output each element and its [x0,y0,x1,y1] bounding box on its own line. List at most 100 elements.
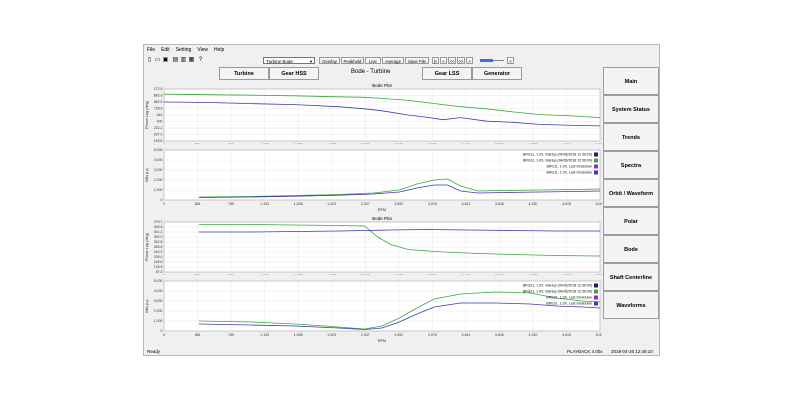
nav-shaft-centerline-button[interactable]: Shaft Centerline [603,263,659,291]
y-tick-label: 283.5 [154,245,163,249]
nav-orbit-waveform-button[interactable]: Orbit / Waveform [603,179,659,207]
tab-gear-hss[interactable]: Gear HSS [269,67,319,80]
x-tick-label: 3,461 [461,143,470,144]
y-tick-label: 2,000 [154,309,163,313]
y-tick-label: 479.7 [154,220,163,224]
nav-bode-button[interactable]: Bode [603,235,659,263]
nav-main-button[interactable]: Main [603,67,659,95]
status-timestamp: 2018-04-26 12:49:10 [611,349,653,354]
nav-polar-button[interactable]: Polar [603,207,659,235]
amplitude-chart-2-svg: 0 384 769 1,153 1,538 1,923 2,307 2,692 3,076 3,4… [145,279,602,343]
x-tick-label: 4,615 [562,143,571,144]
x-tick-label: 2,307 [361,202,370,206]
y-axis-label: Mils p-p [145,299,149,312]
nav-waveforms-button[interactable]: Waveforms [603,291,659,319]
menu-edit[interactable]: Edit [161,47,170,53]
y-tick-label: 3,000 [154,168,163,172]
prev-button[interactable]: < [440,57,447,64]
legend-swatch [594,164,598,169]
x-tick-label: 1,538 [294,274,303,275]
y-tick-label: 322.8 [154,240,163,244]
y-tick-label: 1,000 [154,319,163,323]
x-tick-label: 1,153 [260,274,269,275]
average-button[interactable]: Average [382,57,404,64]
x-tick-label: 5,000 [596,202,602,206]
y-tick-label: 5,000 [154,148,163,152]
menu-file[interactable]: File [147,47,156,53]
menu-help[interactable]: Help [214,47,225,53]
x-tick-label: 769 [228,202,234,206]
app-window: File Edit Setting View Help ▯ ▭ ▣ ▤ ▥ ▦ … [143,44,660,356]
x-tick-label: 2,692 [394,202,403,206]
y-tick-label: 207.9 [154,133,163,137]
phase-chart-2-svg: Bode Plot 0 384 769 1,153 1,538 1,923 2,307 2,69… [145,216,602,275]
x-tick-label: 1,538 [294,143,303,144]
nav-trends-button[interactable]: Trends [603,123,659,151]
x-tick-label: 769 [228,143,234,144]
legend-swatch [594,289,598,294]
legend-swatch [594,170,598,175]
rewind-button[interactable]: << [448,57,456,64]
legend-swatch [594,158,598,163]
plot-area [163,149,601,201]
nav-system-status-button[interactable]: System Status [603,95,659,123]
series-line-1 [198,291,601,330]
tab-bar: Turbine Gear HSS Gear LSS Generator [219,67,539,81]
fast-forward-button[interactable]: >> [457,57,465,64]
peakhold-button[interactable]: Peakhold [341,57,364,64]
open-folder-icon[interactable]: ▭ [154,57,161,63]
first-button[interactable]: |< [432,57,439,64]
legend-label: BRG11, 1.0X, Last Shutdown [547,165,593,169]
export-icon[interactable]: ▦ [188,57,195,63]
menu-view[interactable]: View [197,47,209,53]
next-button[interactable]: > [466,57,473,64]
x-tick-label: 1,923 [327,333,336,337]
x-tick-label: 769 [228,274,234,275]
right-nav-panel: Main System Status Trends Spectra Orbit … [603,67,659,343]
legend-swatch [594,295,598,300]
y-tick-label: 2,000 [154,178,163,182]
print-icon[interactable]: ▥ [180,57,187,63]
series-line-1 [163,101,601,127]
x-tick-label: 2,692 [394,333,403,337]
save-icon[interactable]: ▣ [162,57,169,63]
y-tick-label: 4,000 [154,289,163,293]
slider-left-button[interactable]: < [507,57,514,64]
legend-label: BRG11, 1.0X, Startup (04/26/2018 12:36:0… [523,159,592,163]
x-tick-label: 3,845 [495,333,504,337]
tab-generator[interactable]: Generator [472,67,522,80]
x-tick-label: 384 [195,274,201,275]
x-tick-label: 5,000 [596,143,602,144]
info-icon[interactable]: ? [198,57,203,63]
phase-chart-2: Bode Plot 0 384 769 1,153 1,538 1,923 2,307 2,69… [144,215,602,275]
copy-icon[interactable]: ▤ [172,57,179,63]
overlay-button[interactable]: Overlay [319,57,340,64]
amplitude-chart-1-svg: 0 384 769 1,153 1,538 1,923 2,307 2,692 3,076 3,4… [145,148,602,212]
save-file-button[interactable]: Save File [405,57,429,64]
amplitude-chart-1: 0 384 769 1,153 1,538 1,923 2,307 2,692 3,076 3,4… [144,146,602,212]
tab-turbine[interactable]: Turbine [219,67,269,80]
x-tick-label: 3,076 [428,143,437,144]
y-tick-label: 244.3 [154,250,163,254]
tab-gear-lss[interactable]: Gear LSS [422,67,472,80]
nav-spectra-button[interactable]: Spectra [603,151,659,179]
slider-fill [480,59,494,62]
playback-speed-slider[interactable] [480,59,504,62]
x-tick-label: 4,230 [529,143,538,144]
series-line-0 [163,93,601,118]
series-line-3 [198,184,601,198]
menu-setting[interactable]: Setting [175,47,192,53]
x-tick-label: 1,538 [294,202,303,206]
y-tick-label: 87.3 [156,270,163,274]
live-button[interactable]: Live [365,57,381,64]
x-tick-label: 3,845 [495,274,504,275]
x-tick-label: 3,076 [428,202,437,206]
legend-label: BRG11, 1.0X, Last Shutdown [547,171,593,175]
plot-select[interactable]: Turbine Bode ▼ [263,57,315,64]
y-axis-label: Phase Lag (deg) [145,100,149,129]
new-file-icon[interactable]: ▯ [147,57,152,63]
x-tick-label: 2,692 [394,274,403,275]
x-tick-label: 0 [163,143,165,144]
y-tick-label: 862.9 [154,100,163,104]
series-line-0 [198,224,601,257]
